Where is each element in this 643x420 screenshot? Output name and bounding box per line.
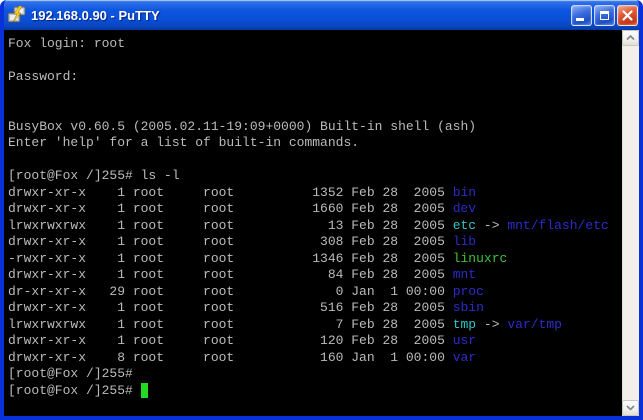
terminal-line bbox=[8, 152, 622, 169]
terminal-line: drwxr-xr-x 1 root root 516 Feb 28 2005 s… bbox=[8, 300, 484, 315]
minimize-button[interactable] bbox=[571, 4, 592, 26]
scroll-up-button[interactable] bbox=[622, 30, 639, 46]
scrollbar[interactable] bbox=[622, 30, 639, 416]
terminal-line: [root@Fox /]255# bbox=[8, 366, 133, 381]
terminal-line: drwxr-xr-x 1 root root 308 Feb 28 2005 l… bbox=[8, 234, 477, 249]
scroll-down-button[interactable] bbox=[622, 400, 639, 416]
window-controls bbox=[571, 4, 638, 26]
terminal-line: BusyBox v0.60.5 (2005.02.11-19:09+0000) … bbox=[8, 118, 477, 134]
terminal-line: drwxr-xr-x 1 root root 120 Feb 28 2005 u… bbox=[8, 333, 477, 348]
terminal-line: drwxr-xr-x 1 root root 1352 Feb 28 2005 … bbox=[8, 184, 477, 200]
close-button[interactable] bbox=[617, 4, 638, 26]
terminal-line: lrwxrwxrwx 1 root root 13 Feb 28 2005 et… bbox=[8, 217, 609, 233]
terminal-line: [root@Fox /]255# bbox=[8, 382, 622, 400]
terminal-line: dr-xr-xr-x 29 root root 0 Jan 1 00:00 pr… bbox=[8, 283, 484, 299]
terminal-line: [root@Fox /]255# ls -l bbox=[8, 168, 180, 183]
terminal-line: Fox login: root bbox=[8, 36, 126, 51]
scrollbar-thumb[interactable] bbox=[622, 46, 639, 400]
maximize-icon bbox=[600, 10, 609, 20]
close-icon bbox=[621, 9, 634, 25]
terminal-line: drwxr-xr-x 8 root root 160 Jan 1 00:00 v… bbox=[8, 349, 477, 365]
terminal-line bbox=[8, 53, 622, 70]
minimize-icon bbox=[576, 17, 584, 21]
terminal-line: drwxr-xr-x 1 root root 1660 Feb 28 2005 … bbox=[8, 201, 477, 216]
terminal-cursor bbox=[140, 382, 149, 398]
titlebar[interactable]: 192.168.0.90 - PuTTY bbox=[4, 0, 639, 30]
putty-terminals-icon[interactable] bbox=[7, 5, 27, 25]
chevron-up-icon bbox=[626, 35, 635, 41]
terminal-line bbox=[8, 86, 622, 103]
terminal-line: Password: bbox=[8, 69, 79, 84]
terminal-line bbox=[8, 102, 622, 119]
terminal-line: Enter 'help' for a list of built-in comm… bbox=[8, 135, 360, 150]
terminal-output[interactable]: Fox login: root Password: BusyBox v0.60.… bbox=[4, 30, 622, 416]
terminal-client-area: Fox login: root Password: BusyBox v0.60.… bbox=[4, 30, 639, 416]
window-title: 192.168.0.90 - PuTTY bbox=[31, 7, 160, 23]
terminal-line: -rwxr-xr-x 1 root root 1346 Feb 28 2005 … bbox=[8, 250, 508, 266]
chevron-down-icon bbox=[626, 405, 635, 411]
terminal-line: drwxr-xr-x 1 root root 84 Feb 28 2005 mn… bbox=[8, 267, 477, 282]
terminal-line: lrwxrwxrwx 1 root root 7 Feb 28 2005 tmp… bbox=[8, 316, 562, 332]
maximize-button[interactable] bbox=[594, 4, 615, 26]
